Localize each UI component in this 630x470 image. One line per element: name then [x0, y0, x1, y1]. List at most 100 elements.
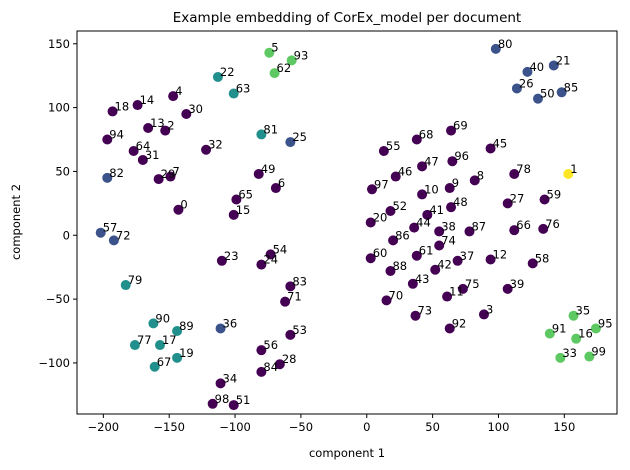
data-point-label: 61 — [419, 244, 434, 258]
data-point-label: 51 — [236, 393, 251, 407]
data-point — [430, 264, 441, 275]
data-point-label: 87 — [471, 219, 486, 233]
data-point — [173, 204, 184, 215]
y-tick-label: 150 — [48, 37, 70, 51]
data-point-label: 49 — [261, 162, 276, 176]
data-point-label: 17 — [162, 333, 177, 347]
data-point-label: 6 — [278, 176, 285, 190]
data-point-label: 81 — [263, 122, 278, 136]
data-point-label: 47 — [424, 154, 439, 168]
data-point — [212, 71, 223, 82]
data-point — [381, 295, 392, 306]
data-point-label: 95 — [598, 316, 613, 330]
data-point-label: 62 — [277, 61, 292, 75]
data-point-label: 53 — [292, 323, 307, 337]
data-point-label: 84 — [263, 360, 278, 374]
y-tick-label: 100 — [48, 101, 70, 115]
data-point-label: 54 — [273, 242, 288, 256]
data-point-label: 88 — [392, 259, 407, 273]
data-point-label: 99 — [591, 345, 606, 359]
data-point — [539, 194, 550, 205]
data-point-label: 22 — [220, 65, 235, 79]
data-point — [256, 345, 267, 356]
data-point — [172, 352, 183, 363]
y-tick-label: −100 — [38, 356, 70, 370]
data-point — [285, 137, 296, 148]
data-point — [571, 333, 582, 344]
data-point-label: 24 — [263, 253, 278, 267]
data-point — [434, 226, 445, 237]
data-point — [269, 68, 280, 79]
data-point — [444, 323, 455, 334]
data-point — [285, 281, 296, 292]
data-point — [172, 326, 183, 337]
data-point-label: 57 — [103, 221, 118, 235]
data-point-label: 14 — [140, 93, 155, 107]
x-tick-label: 100 — [487, 420, 509, 434]
data-point-label: 72 — [116, 228, 131, 242]
data-point-label: 94 — [109, 128, 124, 142]
data-point-label: 13 — [150, 116, 165, 130]
data-point — [216, 255, 227, 266]
data-point-label: 2 — [167, 119, 174, 133]
x-tick-label: −200 — [88, 420, 120, 434]
data-point — [378, 146, 389, 157]
data-point-label: 45 — [493, 136, 508, 150]
data-point-label: 38 — [441, 219, 456, 233]
data-point — [128, 146, 139, 157]
data-point — [390, 171, 401, 182]
data-point-label: 85 — [564, 80, 579, 94]
data-point — [160, 125, 171, 136]
data-point — [544, 328, 555, 339]
data-point — [388, 235, 399, 246]
data-point-label: 70 — [389, 288, 404, 302]
data-point-label: 74 — [441, 233, 456, 247]
data-point-label: 0 — [180, 198, 187, 212]
data-point-label: 39 — [510, 277, 525, 291]
data-point-label: 90 — [155, 311, 170, 325]
data-point — [137, 154, 148, 165]
data-point-label: 60 — [373, 246, 388, 260]
data-point-label: 29 — [161, 167, 176, 181]
data-point-label: 30 — [188, 102, 203, 116]
data-point-label: 98 — [215, 392, 230, 406]
data-point — [285, 329, 296, 340]
data-point-label: 3 — [486, 302, 493, 316]
data-point — [228, 209, 239, 220]
data-point-label: 37 — [460, 249, 475, 263]
data-point — [464, 226, 475, 237]
data-point-label: 69 — [453, 119, 468, 133]
data-point — [411, 250, 422, 261]
data-point-label: 36 — [223, 316, 238, 330]
data-point-label: 33 — [562, 346, 577, 360]
data-point — [207, 398, 218, 409]
data-point — [365, 217, 376, 228]
data-point-label: 55 — [386, 139, 401, 153]
data-point — [108, 235, 119, 246]
data-point — [143, 123, 154, 134]
data-point-label: 59 — [547, 188, 562, 202]
data-point-label: 92 — [452, 316, 467, 330]
data-point — [417, 189, 428, 200]
data-point — [410, 310, 421, 321]
data-point-label: 63 — [236, 82, 251, 96]
data-point-label: 91 — [552, 322, 567, 336]
data-point-label: 10 — [424, 182, 439, 196]
data-point — [215, 323, 226, 334]
data-point — [274, 359, 285, 370]
data-point — [409, 222, 420, 233]
data-point — [411, 134, 422, 145]
data-point — [215, 378, 226, 389]
data-point — [563, 168, 574, 179]
data-point — [584, 351, 595, 362]
data-point-label: 18 — [115, 99, 130, 113]
data-point-label: 97 — [374, 177, 389, 191]
data-point-label: 26 — [519, 76, 534, 90]
data-point-label: 58 — [535, 251, 550, 265]
data-point-label: 44 — [416, 216, 431, 230]
data-point-label: 67 — [157, 355, 172, 369]
data-point — [446, 125, 457, 136]
data-point — [286, 55, 297, 66]
data-point — [256, 366, 267, 377]
data-point-label: 40 — [529, 60, 544, 74]
